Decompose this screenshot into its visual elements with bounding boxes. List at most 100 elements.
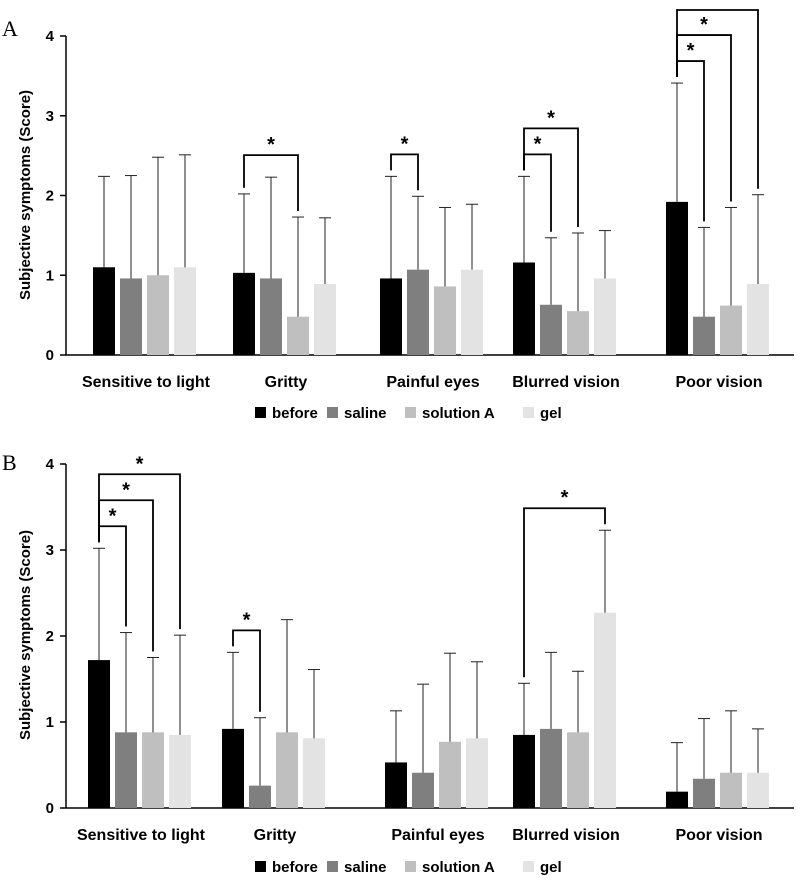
bar-saline [540,304,562,355]
legend-swatch-saline [327,861,338,872]
significance-bracket [98,525,127,627]
significance-star: * [136,453,144,475]
bar-gel [303,738,325,808]
significance-star: * [687,40,695,62]
bar-solution-A [276,732,298,808]
bar-gel [461,269,483,355]
bar-saline [249,785,271,808]
significance-star: * [122,479,130,501]
y-tick-label: 1 [46,267,54,284]
legend-label: solution A [422,859,495,876]
legend-swatch-before [255,861,266,872]
bar-before [666,791,688,808]
y-tick-label: 3 [46,542,54,559]
legend-label: saline [344,405,387,422]
bar-solution-A [567,311,589,355]
y-tick-label: 1 [46,714,54,731]
bar-saline [540,728,562,808]
bar-saline [412,772,434,808]
legend-swatch-solution-A [405,407,416,418]
significance-bracket [676,60,705,222]
bar-saline [693,316,715,355]
significance-star: * [243,609,251,631]
y-tick-label: 4 [46,456,55,473]
bar-gel [594,612,616,808]
bar-solution-A [287,316,309,355]
bar-before [93,267,115,355]
x-category-label: Painful eyes [386,374,479,391]
legend-swatch-solution-A [405,861,416,872]
legend-swatch-gel [523,407,534,418]
significance-star: * [561,487,569,509]
y-axis-label: Subjective symptoms (Score) [17,530,34,740]
y-tick-label: 0 [46,800,54,817]
x-category-label: Gritty [254,827,297,844]
bar-before [666,201,688,355]
significance-bracket [243,154,299,212]
bar-gel [747,772,769,808]
significance-star: * [401,133,409,155]
bar-solution-A [439,741,461,808]
bar-gel [174,267,196,355]
panel-label: B [2,450,17,475]
bar-before [88,660,110,808]
bar-solution-A [434,286,456,355]
bar-solution-A [567,732,589,808]
legend-label: before [272,859,318,876]
bar-solution-A [720,305,742,355]
panel-label: A [2,16,18,41]
significance-star: * [109,505,117,527]
bar-saline [115,732,137,808]
bar-before [222,728,244,808]
significance-bracket [523,153,552,232]
bar-before [513,734,535,808]
bar-saline [120,278,142,355]
y-axis-label: Subjective symptoms (Score) [17,90,34,300]
bar-solution-A [142,732,164,808]
bar-before [380,278,402,355]
legend-label: before [272,405,318,422]
bar-saline [693,778,715,808]
x-category-label: Gritty [265,374,308,391]
x-category-label: Sensitive to light [82,374,211,391]
significance-bracket [98,473,181,630]
x-category-label: Painful eyes [391,827,484,844]
bar-before [513,262,535,355]
bar-saline [407,269,429,355]
x-category-label: Blurred vision [512,827,620,844]
legend-label: saline [344,859,387,876]
y-tick-label: 3 [46,108,54,125]
bar-gel [466,738,488,808]
bar-saline [260,278,282,355]
significance-bracket [676,9,759,189]
bar-before [385,762,407,808]
x-category-label: Sensitive to light [77,827,206,844]
significance-star: * [547,107,555,129]
x-category-label: Blurred vision [512,374,620,391]
significance-star: * [267,134,275,156]
x-category-label: Poor vision [675,374,762,391]
legend-swatch-gel [523,861,534,872]
legend-label: solution A [422,405,495,422]
legend-swatch-saline [327,407,338,418]
bar-gel [594,278,616,355]
bar-gel [747,284,769,355]
bar-gel [314,284,336,355]
y-tick-label: 2 [46,628,54,645]
y-tick-label: 0 [46,347,54,364]
y-tick-label: 2 [46,188,54,205]
y-tick-label: 4 [46,28,55,45]
bar-solution-A [720,772,742,808]
bar-solution-A [147,275,169,355]
significance-bracket [523,507,606,678]
significance-star: * [714,0,722,11]
legend-swatch-before [255,407,266,418]
significance-bracket [390,153,419,191]
significance-star: * [534,133,542,155]
significance-bracket [232,629,261,712]
legend-label: gel [540,859,562,876]
significance-star: * [700,14,708,36]
